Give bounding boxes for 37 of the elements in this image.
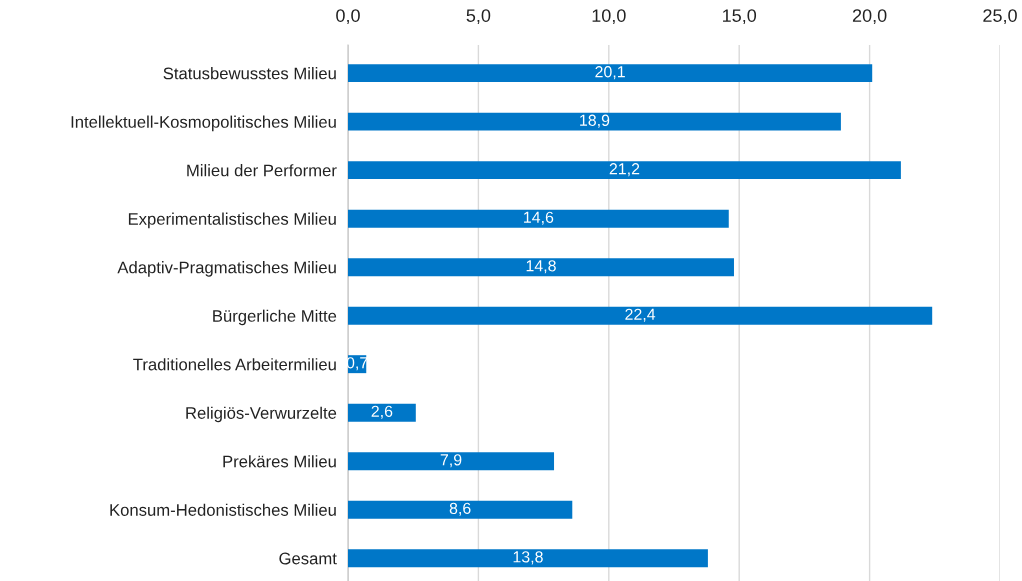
bar [348, 64, 873, 83]
y-tick-label: Milieu der Performer [187, 164, 337, 177]
y-tick-label: Statusbewusstes Milieu [163, 67, 336, 80]
x-tick-label: 20,0 [852, 9, 887, 25]
y-tick-label: Religiös-Verwurzelte [186, 406, 337, 423]
y-tick-label: Prekäres Milieu [223, 455, 336, 468]
data-label: 20,1 [595, 66, 625, 80]
x-tick-label: 10,0 [592, 9, 626, 25]
bar [348, 306, 933, 325]
y-tick-label: Gesamt [279, 552, 337, 565]
data-label: 14,6 [524, 211, 554, 225]
bar [348, 258, 734, 277]
x-tick-label: 0,0 [336, 9, 360, 25]
y-tick-label: Intellektuell-Kosmopolitisches Milieu [71, 115, 336, 132]
data-label: 2,6 [371, 405, 393, 419]
x-tick-label: 5,0 [466, 9, 491, 25]
y-tick-label: Bürgerliche Mitte [213, 309, 337, 326]
bar [348, 403, 416, 422]
data-label: 8,6 [449, 502, 471, 516]
y-tick-label: Konsum-Hedonistisches Milieu [110, 503, 336, 516]
data-label: 21,2 [609, 163, 640, 177]
data-label: 7,9 [440, 454, 462, 468]
data-label: 13,8 [513, 551, 543, 565]
bar [348, 549, 708, 568]
bar [348, 161, 901, 180]
x-tick-label: 15,0 [723, 9, 757, 25]
bar [348, 209, 729, 228]
y-tick-label: Traditionelles Arbeitermilieu [133, 358, 336, 371]
data-label: 22,4 [625, 308, 656, 322]
data-label: 14,8 [526, 260, 556, 274]
bar [348, 112, 841, 131]
y-tick-label: Experimentalistisches Milieu [128, 212, 336, 229]
bar [348, 500, 573, 519]
bar [348, 452, 555, 471]
x-tick-label: 25,0 [983, 9, 1017, 25]
y-tick-label: Adaptiv-Pragmatisches Milieu [117, 261, 336, 277]
data-label: 18,9 [580, 114, 610, 128]
